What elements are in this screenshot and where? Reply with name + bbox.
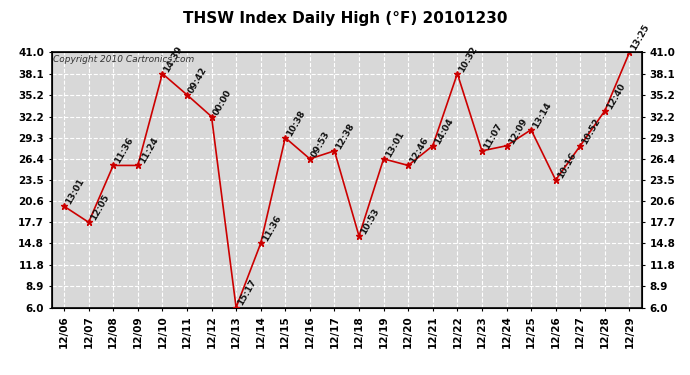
Text: 15:17: 15:17: [236, 278, 258, 308]
Text: 11:07: 11:07: [482, 122, 504, 151]
Text: 10:38: 10:38: [285, 108, 307, 138]
Text: 14:39: 14:39: [162, 44, 185, 74]
Text: Copyright 2010 Cartronics.com: Copyright 2010 Cartronics.com: [53, 55, 194, 64]
Text: 13:01: 13:01: [384, 130, 406, 159]
Text: 13:25: 13:25: [629, 23, 651, 52]
Text: 10:52: 10:52: [580, 117, 602, 146]
Text: 10:32: 10:32: [457, 45, 480, 74]
Text: 11:36: 11:36: [261, 214, 283, 243]
Text: 14:04: 14:04: [433, 116, 455, 146]
Text: 12:38: 12:38: [335, 122, 357, 151]
Text: 13:14: 13:14: [531, 100, 553, 130]
Text: 12:46: 12:46: [408, 136, 431, 165]
Text: 12:05: 12:05: [88, 193, 110, 222]
Text: 10:16: 10:16: [555, 151, 578, 180]
Text: 09:42: 09:42: [187, 65, 209, 95]
Text: 12:09: 12:09: [506, 117, 529, 146]
Text: 11:24: 11:24: [138, 136, 160, 165]
Text: 10:53: 10:53: [359, 207, 381, 236]
Text: 11:36: 11:36: [113, 136, 135, 165]
Text: 13:01: 13:01: [64, 177, 86, 206]
Text: THSW Index Daily High (°F) 20101230: THSW Index Daily High (°F) 20101230: [183, 11, 507, 26]
Text: 00:00: 00:00: [212, 88, 233, 117]
Text: 12:40: 12:40: [605, 81, 627, 111]
Text: 09:53: 09:53: [310, 130, 332, 159]
